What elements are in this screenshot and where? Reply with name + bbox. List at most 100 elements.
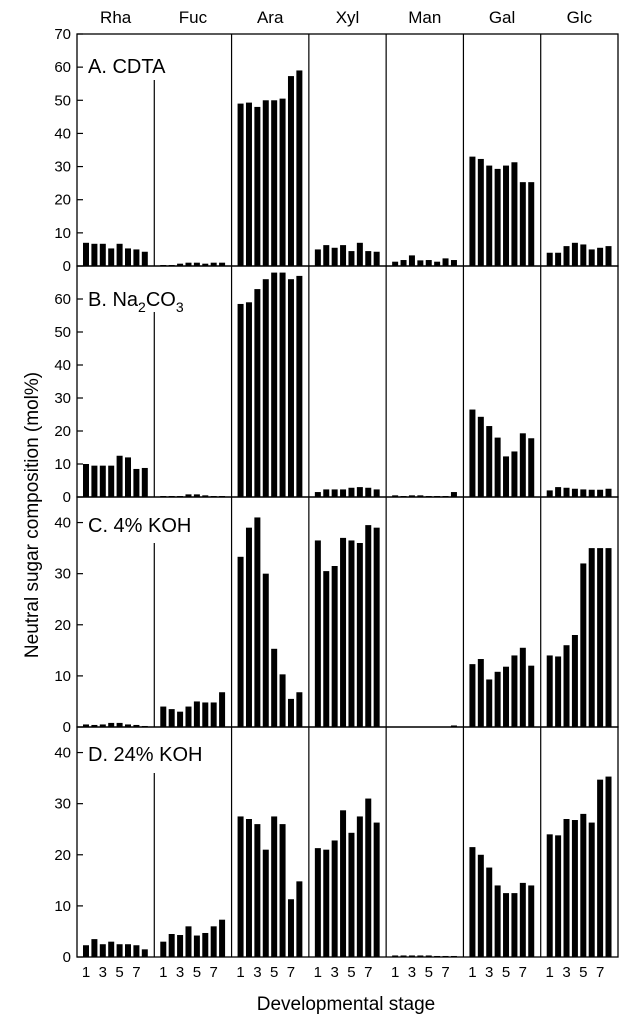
x-tick-label: 5: [579, 964, 587, 981]
y-tick-label: 70: [54, 26, 71, 43]
bar-man-stage-7: [442, 496, 449, 497]
column-header-rha: Rha: [100, 8, 132, 27]
bar-glc-stage-5: [580, 813, 587, 957]
bar-rha-stage-1: [83, 945, 89, 957]
bar-ara-stage-4: [262, 279, 269, 497]
bar-rha-stage-8: [141, 725, 148, 727]
bar-fuc-stage-7: [210, 702, 217, 727]
bar-ara-stage-2: [245, 527, 252, 727]
plot-frames: [76, 33, 619, 958]
bar-fuc-stage-1: [160, 265, 167, 266]
bar-rha-stage-8: [141, 251, 148, 266]
bar-xyl-stage-1: [314, 492, 321, 497]
bars: [83, 70, 612, 957]
bar-glc-stage-2: [555, 835, 562, 957]
bar-gal-stage-7: [519, 433, 526, 497]
x-tick-label: 3: [253, 964, 261, 981]
y-axis-label: Neutral sugar composition (mol%): [22, 372, 43, 658]
bar-gal-stage-6: [511, 655, 518, 727]
bar-ara-stage-6: [279, 98, 286, 266]
bar-gal-stage-7: [519, 882, 526, 957]
bar-glc-stage-6: [588, 249, 595, 266]
bar-xyl-stage-8: [373, 489, 380, 497]
bar-rha-stage-7: [133, 945, 140, 957]
x-tick-label: 3: [408, 964, 416, 981]
bar-xyl-stage-6: [356, 487, 363, 497]
bar-gal-stage-2: [477, 416, 484, 497]
panel-label-b-main: B. Na: [88, 289, 139, 311]
bar-gal-stage-4: [494, 885, 501, 957]
bar-gal-stage-4: [494, 437, 501, 497]
x-tick-label: 7: [519, 964, 527, 981]
bar-xyl-stage-3: [331, 489, 338, 497]
bar-rha-stage-7: [133, 468, 140, 497]
y-tick-label: 20: [54, 847, 71, 864]
bar-rha-stage-3: [99, 944, 106, 957]
bar-glc-stage-3: [563, 246, 570, 266]
bar-gal-stage-2: [477, 158, 484, 266]
bar-man-stage-7: [442, 258, 449, 266]
bar-fuc-stage-7: [210, 262, 217, 266]
bar-fuc-stage-8: [219, 262, 226, 266]
bar-xyl-stage-1: [314, 249, 321, 266]
bar-rha-stage-3: [99, 465, 106, 497]
bar-glc-stage-6: [588, 822, 595, 957]
y-tick-label: 30: [54, 796, 71, 813]
bar-ara-stage-1: [237, 556, 244, 727]
y-tick-label: 60: [54, 59, 71, 76]
bar-glc-stage-2: [555, 656, 562, 727]
bar-gal-stage-5: [503, 666, 510, 727]
bar-man-stage-1: [392, 955, 399, 957]
bar-xyl-stage-5: [348, 487, 355, 497]
bar-xyl-stage-7: [365, 487, 372, 497]
bar-xyl-stage-3: [331, 247, 338, 266]
bar-glc-stage-4: [571, 488, 578, 497]
bar-ara-stage-7: [287, 279, 294, 497]
y-tick-label: 10: [54, 668, 71, 685]
bar-ara-stage-8: [296, 70, 303, 266]
bar-xyl-stage-2: [323, 849, 330, 957]
bar-ara-stage-6: [279, 824, 286, 957]
bar-gal-stage-1: [469, 664, 476, 727]
bar-xyl-stage-8: [373, 822, 380, 957]
x-tick-label: 5: [347, 964, 355, 981]
bar-ara-stage-4: [262, 100, 269, 267]
bar-fuc-stage-1: [160, 496, 167, 497]
x-tick-label: 7: [596, 964, 604, 981]
x-tick-label: 5: [425, 964, 433, 981]
bar-glc-stage-6: [588, 489, 595, 497]
bar-gal-stage-2: [477, 854, 484, 957]
axis-ticks: 0 10 20 30 40 50 60 70 0 10 20 30 40 50 60 0 10 20 30 40 0 10…: [54, 26, 604, 981]
bar-glc-stage-5: [580, 563, 587, 727]
y-tick-label: 0: [63, 489, 71, 506]
bar-glc-stage-2: [555, 487, 562, 497]
bar-gal-stage-7: [519, 647, 526, 727]
x-tick-label: 1: [159, 964, 167, 981]
bar-ara-stage-3: [254, 106, 261, 267]
y-tick-label: 0: [63, 719, 71, 736]
bar-rha-stage-6: [125, 944, 131, 957]
bar-fuc-stage-8: [219, 692, 226, 727]
bar-fuc-stage-8: [219, 919, 226, 957]
bar-gal-stage-8: [528, 885, 535, 957]
x-tick-label: 5: [115, 964, 123, 981]
bar-man-stage-1: [392, 495, 399, 497]
bar-glc-stage-7: [597, 548, 604, 727]
bar-xyl-stage-5: [348, 540, 355, 727]
bar-gal-stage-4: [494, 168, 501, 266]
bar-fuc-stage-6: [202, 932, 209, 957]
bar-xyl-stage-5: [348, 251, 355, 266]
bar-rha-stage-8: [141, 467, 148, 497]
bar-gal-stage-8: [528, 182, 535, 266]
bar-gal-stage-1: [469, 156, 476, 266]
panel-label-b-sub2: 3: [176, 299, 184, 315]
bar-glc-stage-4: [571, 242, 578, 266]
bar-rha-stage-1: [83, 242, 89, 266]
bar-xyl-stage-4: [340, 810, 347, 957]
bar-ara-stage-4: [262, 573, 269, 727]
bar-rha-stage-5: [116, 455, 123, 497]
y-tick-label: 30: [54, 566, 71, 583]
bar-man-stage-6: [434, 955, 441, 957]
y-tick-label: 10: [54, 456, 71, 473]
bar-fuc-stage-7: [210, 926, 217, 957]
